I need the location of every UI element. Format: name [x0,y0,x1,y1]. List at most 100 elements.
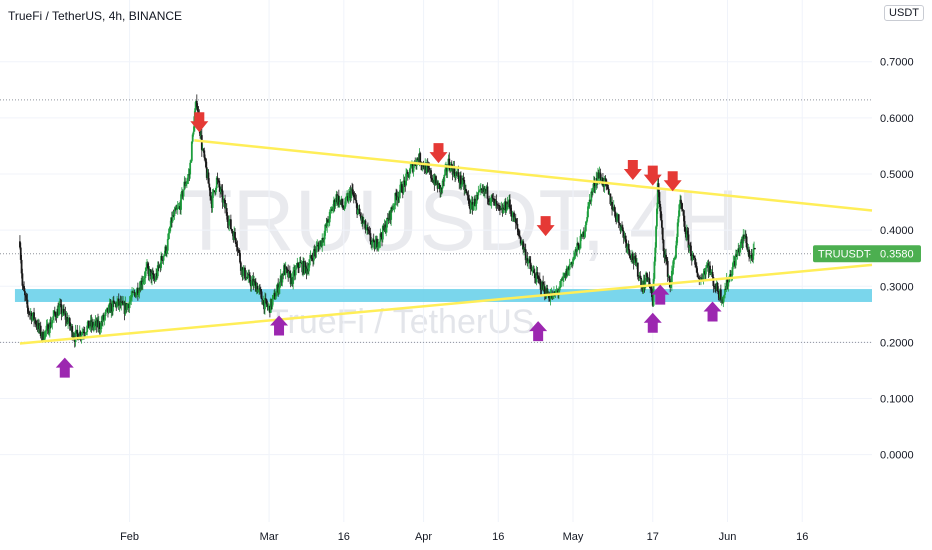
candle-body [665,254,667,260]
candle-body [229,219,232,230]
candle-body [230,229,233,232]
candle-body [265,299,268,305]
candle-body [655,226,657,248]
candle-body [527,261,530,264]
candle-body [408,173,411,178]
y-tick-label: 0.3000 [880,281,914,293]
candle-body [654,247,657,262]
candle-body [374,242,377,250]
candle-body [594,186,597,188]
candle-body [207,172,210,184]
candle-body [412,166,415,172]
candle-body [688,244,691,248]
candle-body [313,249,316,251]
candle-body [443,174,446,182]
candle-body [546,288,549,295]
candle-body [208,183,211,188]
candle-body [202,149,205,151]
candle-body [486,186,489,199]
candle-body [377,241,380,247]
candle-body [355,200,358,204]
candle-body [450,163,453,168]
candle-body [80,334,83,337]
candle-body [151,273,154,274]
candle-body [440,188,443,190]
candle-body [455,172,457,178]
candle-body [142,279,145,282]
candle-body [750,254,753,257]
candle-body [724,288,726,295]
candle-body [253,281,256,286]
candle-body [576,243,579,252]
candle-body [739,241,742,248]
candle-body [308,265,310,272]
candle-body [217,179,220,181]
candle-body [537,275,540,279]
candle-body [438,183,441,186]
candle-body [236,246,239,250]
candle-body [489,201,492,203]
candle-body [639,275,642,278]
candle-body [548,293,550,299]
candle-body [506,201,509,210]
candle-body [722,296,725,304]
candle-body [167,233,170,240]
candle-body [44,330,47,332]
candle-body [92,325,95,328]
candle-body [297,262,300,268]
candle-body [709,272,712,274]
candle-body [629,255,632,258]
candle-body [465,190,468,194]
candle-body [177,206,180,208]
y-tick-label: 0.2000 [880,337,914,349]
candle-body [359,213,362,217]
candle-body [568,264,571,270]
candle-body [583,231,586,237]
candle-body [168,231,171,234]
trendline [194,139,873,212]
candle-body [398,192,401,198]
candle-body [129,299,132,302]
candle-body [354,198,357,201]
candle-body [216,177,219,180]
candle-body [607,184,609,189]
candle-body [173,211,176,216]
candle-body [244,267,246,279]
candle-body [196,106,199,112]
candle-body [749,254,752,258]
candle-body [304,262,307,268]
candle-body [395,193,398,196]
candle-body [587,202,590,207]
candle-body [478,190,481,192]
candle-body [327,219,329,223]
candle-body [599,172,602,179]
candle-body [188,174,191,176]
candle-body [712,277,715,286]
candle-body [288,271,291,274]
candle-body [468,198,471,207]
candle-body [748,249,750,258]
candle-body [112,300,114,312]
currency-unit-button[interactable]: USDT [884,5,924,21]
candle-body [116,301,118,307]
candle-body [709,265,711,273]
candle-body [437,183,440,189]
candle-body [53,311,56,314]
candle-body [278,287,280,293]
candle-body [369,233,372,242]
x-tick-label: 17 [647,531,659,543]
candle-body [194,108,197,117]
candle-body [622,231,625,238]
candle-body [561,279,564,281]
candle-body [577,243,579,246]
candle-body [410,164,412,168]
candle-body [35,324,38,326]
candle-body [520,243,523,245]
support-arrow-up [643,312,662,333]
candle-body [746,247,749,251]
candle-body [171,214,174,222]
candle-body [145,267,148,271]
candle-body [274,296,277,300]
y-tick-label: 0.1000 [880,394,914,406]
candle-body [273,292,276,300]
